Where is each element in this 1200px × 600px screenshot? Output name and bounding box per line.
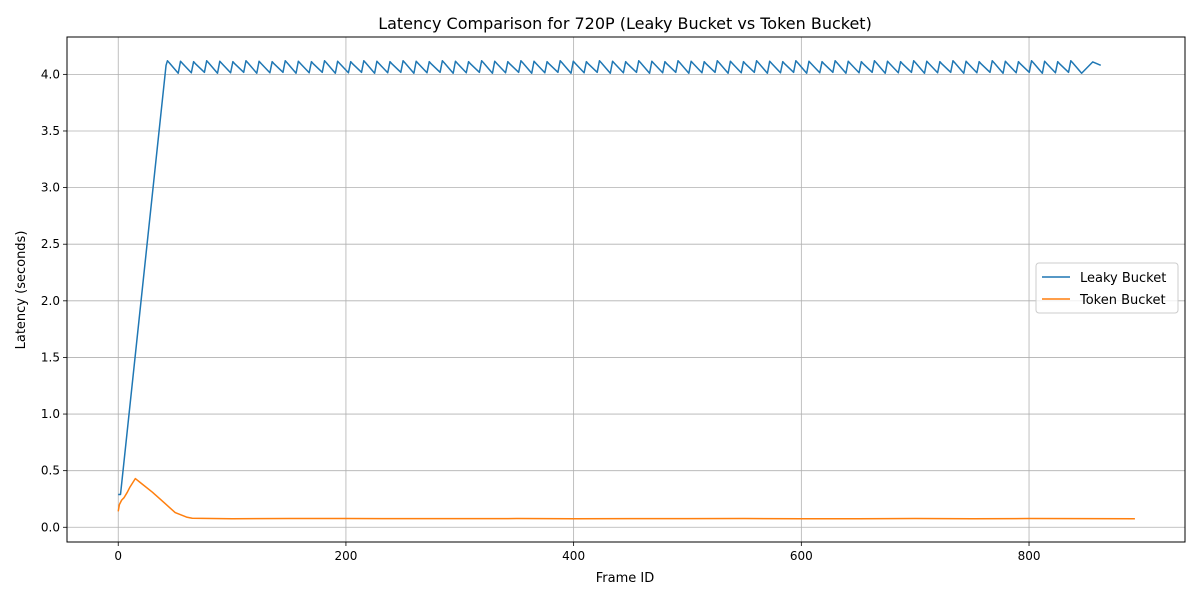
plot-frame <box>66 36 1186 543</box>
x-tick-label: 0 <box>114 549 122 563</box>
legend-box <box>1035 262 1179 314</box>
legend-label-leaky-bucket: Leaky Bucket <box>1080 271 1166 286</box>
x-tick-label: 200 <box>334 549 357 563</box>
y-tick-label: 0.5 <box>41 464 60 478</box>
series-lines <box>117 60 1135 520</box>
y-tick-label: 2.0 <box>41 294 60 308</box>
grid <box>67 37 1185 542</box>
y-tick-label: 4.0 <box>41 67 60 81</box>
y-tick-label: 2.5 <box>41 237 60 251</box>
x-tick-label: 600 <box>790 549 813 563</box>
y-tick-label: 1.5 <box>41 350 60 364</box>
series-line-leaky-bucket <box>118 60 1102 496</box>
y-tick-label: 1.0 <box>41 407 60 421</box>
x-axis-label: Frame ID <box>596 571 654 586</box>
chart-title: Latency Comparison for 720P (Leaky Bucke… <box>378 14 872 33</box>
axis-ticks: 0 200 400 600 800 0.0 0.5 1.0 1.5 2.0 2.5 3.0 3.5 4.0 <box>41 67 1041 563</box>
x-tick-label: 800 <box>1018 549 1041 563</box>
y-tick-label: 3.0 <box>41 181 60 195</box>
x-tick-label: 400 <box>562 549 585 563</box>
series-line-token-bucket <box>117 477 1135 520</box>
y-axis-label: Latency (seconds) <box>14 231 29 350</box>
y-tick-label: 3.5 <box>41 124 60 138</box>
legend: Leaky Bucket Token Bucket <box>1035 262 1179 314</box>
y-tick-label: 0.0 <box>41 520 60 534</box>
legend-label-token-bucket: Token Bucket <box>1079 293 1166 308</box>
